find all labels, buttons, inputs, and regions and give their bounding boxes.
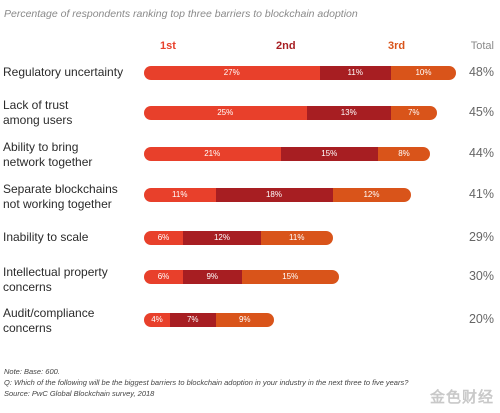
row-total: 29% [468,230,494,244]
bar-segment-2nd [215,188,333,202]
bar-segment-2nd [183,270,242,284]
bar-segment-1st [144,106,307,120]
bar-value-label: 12% [213,233,230,242]
bar-value-label: 11% [289,233,305,242]
row-total: 45% [468,105,494,119]
row-total: 48% [468,65,494,79]
bar-segment-2nd [183,231,261,245]
row-label: Audit/compliance concerns [3,306,95,335]
bar-segment-3rd [391,106,437,120]
bar-value-label: 6% [157,272,170,281]
bar-value-label: 4% [151,315,163,324]
bar-segment-1st [144,270,183,284]
bar-segment-1st [144,147,281,161]
row-label: Ability to bring network together [3,140,93,169]
bar-segment-3rd [332,188,411,202]
bar-value-label: 9% [238,315,251,324]
bar-value-label: 11% [172,190,188,199]
row-label: Regulatory uncertainty [3,65,124,79]
watermark-logo: 金色财经 [429,389,494,406]
bar-value-label: 12% [363,190,380,199]
bar-value-label: 25% [217,108,234,117]
row-label: Lack of trust among users [3,98,73,127]
header-3rd: 3rd [388,40,406,52]
bar-segment-2nd [319,66,391,80]
note-question: Q: Which of the following will be the bi… [4,378,409,387]
bar-value-label: 13% [340,108,357,117]
row-total: 30% [468,269,494,283]
row-label: Intellectual property concerns [3,265,108,294]
bar-value-label: 10% [415,68,432,77]
row-label: Inability to scale [3,230,89,244]
header-1st: 1st [160,40,176,52]
chart-notes: Note: Base: 600. Q: Which of the followi… [4,366,408,399]
bar-value-label: 15% [282,272,299,281]
bar-segment-1st [144,231,183,245]
bar-segment-1st [144,188,216,202]
bar-segment-2nd [170,313,216,327]
bar-segment-2nd [280,147,378,161]
bar-segment-3rd [215,313,274,327]
row-total: 41% [468,187,494,201]
bar-segment-3rd [378,147,430,161]
bar-segment-1st [144,313,170,327]
bar-value-label: 7% [407,108,420,117]
row-label: Separate blockchains not working togethe… [3,182,118,211]
chart-title: Percentage of respondents ranking top th… [4,8,358,20]
bar-value-label: 27% [223,68,240,77]
bar-value-label: 7% [186,315,199,324]
bar-segment-1st [144,66,320,80]
note-source: Source: PwC Global Blockchain survey, 20… [4,389,155,398]
bar-segment-2nd [306,106,391,120]
header-2nd: 2nd [276,40,296,52]
bar-value-label: 21% [204,149,221,158]
row-total: 44% [468,146,494,160]
bar-segment-3rd [391,66,456,80]
bar-value-label: 6% [157,233,170,242]
bar-value-label: 15% [321,149,338,158]
bar-value-label: 8% [398,149,410,158]
row-total: 20% [468,312,494,326]
note-base: Note: Base: 600. [4,367,60,376]
bar-segment-3rd [261,231,333,245]
bar-value-label: 9% [206,272,219,281]
bar-value-label: 11% [347,68,363,77]
bar-segment-3rd [241,270,339,284]
header-total: Total [470,40,494,52]
bar-value-label: 18% [265,190,282,199]
